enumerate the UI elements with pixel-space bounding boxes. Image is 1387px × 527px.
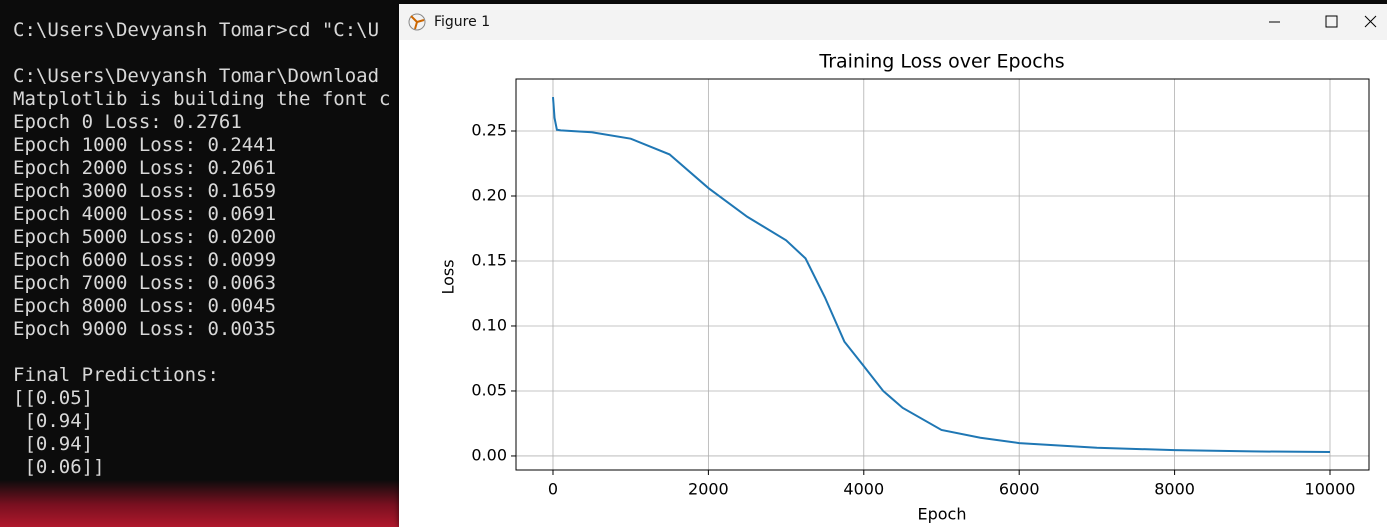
x-tick-label: 10000 <box>1305 480 1356 499</box>
terminal-line: [0.94] <box>13 410 94 432</box>
terminal-line: Matplotlib is building the font c <box>13 88 391 110</box>
terminal-line: Epoch 4000 Loss: 0.0691 <box>13 203 277 225</box>
x-tick-label: 0 <box>548 480 558 499</box>
terminal-line: Epoch 6000 Loss: 0.0099 <box>13 249 277 271</box>
terminal-line: Epoch 9000 Loss: 0.0035 <box>13 318 277 340</box>
terminal-line: Epoch 8000 Loss: 0.0045 <box>13 295 277 317</box>
maximize[interactable] <box>1325 15 1338 28</box>
terminal-line: Epoch 5000 Loss: 0.0200 <box>13 226 277 248</box>
plot-frame <box>515 78 1370 471</box>
y-tick-label: 0.05 <box>471 380 507 399</box>
title-bar: Figure 1 <box>399 4 1387 40</box>
x-axis-label: Epoch <box>918 505 967 524</box>
terminal-line: Epoch 7000 Loss: 0.0063 <box>13 272 277 294</box>
app-icon <box>408 13 426 31</box>
y-tick-label: 0.20 <box>471 185 507 204</box>
close[interactable] <box>1364 15 1377 28</box>
terminal-line: [0.94] <box>13 433 94 455</box>
chart-title: Training Loss over Epochs <box>818 51 1064 73</box>
y-axis-label: Loss <box>439 259 458 294</box>
window-controls[interactable] <box>1227 4 1387 40</box>
terminal-line: Epoch 1000 Loss: 0.2441 <box>13 134 277 156</box>
chart: Training Loss over Epochs Epoch Loss 0.0… <box>439 51 1370 524</box>
terminal-line: Epoch 2000 Loss: 0.2061 <box>13 157 277 179</box>
terminal-line: Epoch 0 Loss: 0.2761 <box>13 111 242 133</box>
terminal-line: [0.06]] <box>13 456 105 478</box>
x-tick-label: 6000 <box>999 480 1040 499</box>
output-block: Final Predictions: [[0.05] [0.94] [0.94] … <box>13 364 391 479</box>
figure-window: Figure 1 Training Loss over Epochs Epoch… <box>399 4 1387 527</box>
window-title: Figure 1 <box>434 14 491 30</box>
output-block: C:\Users\Devyansh Tomar>cd "C:\U <box>13 19 391 42</box>
terminal-line: C:\Users\Devyansh Tomar>cd "C:\U <box>13 19 380 41</box>
terminal-line: Epoch 3000 Loss: 0.1659 <box>13 180 277 202</box>
y-tick-label: 0.25 <box>471 120 507 139</box>
output-block: C:\Users\Devyansh Tomar\Download Matplotl… <box>13 65 391 341</box>
terminal-line: [[0.05] <box>13 387 94 409</box>
x-tick-label: 4000 <box>843 480 884 499</box>
x-tick-label: 2000 <box>688 480 729 499</box>
loss-line <box>551 96 1331 454</box>
y-tick-label: 0.10 <box>471 315 507 334</box>
terminal: C:\Users\Devyansh Tomar>cd "C:\U C:\Users… <box>13 19 391 502</box>
x-tick-label: 8000 <box>1154 480 1195 499</box>
terminal-line: C:\Users\Devyansh Tomar\Download <box>13 65 380 87</box>
terminal-line: Final Predictions: <box>13 364 219 386</box>
y-tick-label: 0.15 <box>471 250 507 269</box>
y-tick-label: 0.00 <box>471 445 507 464</box>
